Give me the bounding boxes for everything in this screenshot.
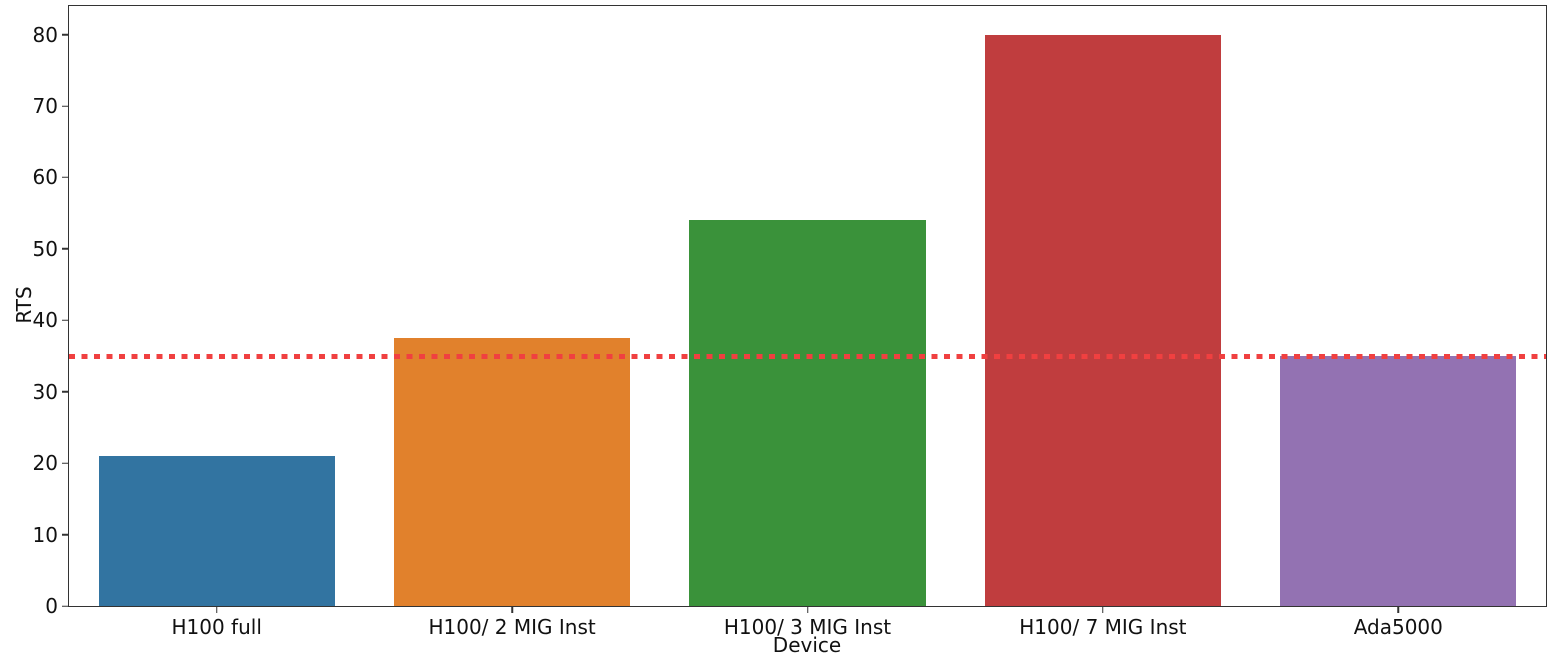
x-axis-label: Device	[772, 633, 842, 657]
plot-area: H100 full H100/ 2 MIG Inst H100/ 3 MIG Ins…	[33, 5, 1547, 638]
y-tick-mark	[62, 390, 69, 393]
bar-ada5000	[1280, 356, 1517, 606]
y-tick-mark	[62, 105, 69, 107]
y-tick-mark	[62, 533, 69, 536]
y-tick-label-60: 60	[32, 165, 58, 190]
bar-h100-full	[98, 456, 335, 606]
x-tick-label-h100-full: H100 full	[171, 615, 262, 639]
x-tick-mark	[511, 606, 513, 613]
x-tick-label-ada5000: Ada5000	[1353, 615, 1443, 639]
x-tick-mark	[806, 606, 809, 613]
y-tick-mark	[62, 462, 69, 464]
y-tick-label-80: 80	[32, 22, 58, 47]
y-tick-label-0: 0	[45, 594, 58, 618]
y-tick-label-10: 10	[32, 522, 58, 547]
reference-line	[69, 353, 1546, 359]
y-tick-mark	[62, 33, 69, 36]
bars-layer	[69, 6, 1546, 606]
y-tick-mark	[62, 248, 69, 250]
bar-h100-2-mig-inst	[393, 338, 631, 606]
x-tick-label-h100-2-mig-inst: H100/ 2 MIG Inst	[428, 615, 596, 639]
x-tick-label-h100-3-mig-inst: H100/ 3 MIG Inst	[723, 615, 892, 639]
y-tick-label-30: 30	[32, 379, 58, 404]
y-tick-label-20: 20	[32, 451, 58, 476]
y-tick-label-50: 50	[32, 236, 58, 261]
y-tick-mark	[62, 605, 69, 607]
x-tick-mark	[1397, 606, 1400, 613]
y-tick-label-70: 70	[32, 94, 58, 118]
x-tick-label-h100-7-mig-inst: H100/ 7 MIG Inst	[1019, 615, 1187, 639]
y-tick-mark	[62, 319, 69, 322]
x-tick-mark	[215, 606, 218, 613]
y-tick-label-40: 40	[32, 308, 58, 333]
x-tick-mark	[1102, 606, 1104, 613]
bar-h100-7-mig-inst	[984, 34, 1222, 606]
bar-h100-3-mig-inst	[689, 220, 926, 606]
y-tick-mark	[62, 176, 69, 179]
